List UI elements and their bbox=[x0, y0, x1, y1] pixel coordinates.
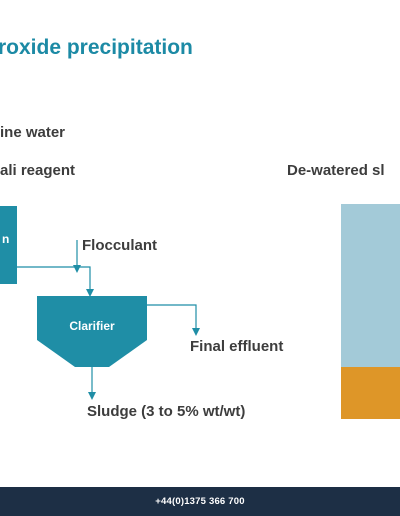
dewatered-sludge-portion bbox=[341, 367, 400, 419]
footer-bar: +44(0)1375 366 700 bbox=[0, 487, 400, 516]
mine-water-label: ine water bbox=[0, 124, 66, 141]
reactor-tank bbox=[0, 206, 17, 284]
clarifier-label: Clarifier bbox=[69, 319, 115, 333]
dewatered-water-portion bbox=[341, 204, 400, 367]
clarifier-shape bbox=[37, 296, 147, 367]
reactor-label: n bbox=[2, 232, 9, 246]
flocculant-label: Flocculant bbox=[82, 237, 158, 254]
slide-title: roxide precipitation bbox=[0, 36, 193, 59]
final-effluent-label: Final effluent bbox=[190, 338, 284, 355]
reactor-outflow-line bbox=[17, 266, 94, 297]
process-flow-diagram: n Clarifier bbox=[0, 204, 400, 419]
sludge-label: Sludge (3 to 5% wt/wt) bbox=[87, 403, 246, 420]
footer-phone-number: +44(0)1375 366 700 bbox=[155, 496, 245, 507]
final-effluent-line bbox=[147, 304, 200, 336]
alkali-reagent-label: ali reagent bbox=[0, 162, 76, 179]
dewatered-sludge-label: De-watered sl bbox=[287, 162, 385, 179]
